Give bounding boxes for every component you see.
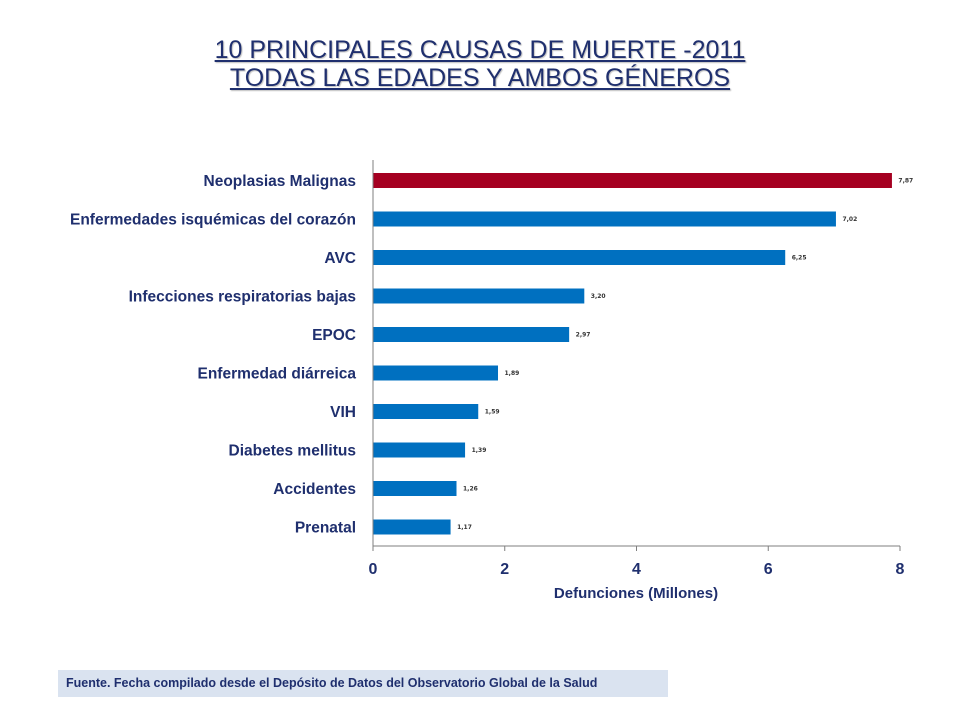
data-label-5: 1,89: [505, 370, 520, 377]
category-label-7: Diabetes mellitus: [229, 443, 357, 460]
data-label-0: 7,87: [898, 178, 913, 185]
category-label-1: Enfermedades isquémicas del corazón: [70, 212, 356, 229]
bar-2: [373, 250, 786, 265]
bar-9: [373, 519, 451, 535]
category-label-4: EPOC: [312, 327, 356, 344]
chart-title: 10 PRINCIPALES CAUSAS DE MUERTE -2011 TO…: [0, 36, 960, 92]
bar-4: [373, 327, 570, 342]
data-label-7: 1,39: [472, 447, 487, 454]
category-label-3: Infecciones respiratorias bajas: [129, 289, 356, 306]
category-label-9: Prenatal: [295, 520, 356, 537]
x-tick-label-3: 6: [764, 561, 773, 578]
bar-3: [373, 288, 585, 304]
category-label-5: Enfermedad diárreica: [197, 366, 356, 383]
x-tick-label-2: 4: [632, 561, 641, 578]
category-label-6: VIH: [330, 404, 356, 421]
data-label-4: 2,97: [576, 332, 591, 339]
bar-7: [373, 442, 466, 458]
data-label-1: 7,02: [842, 216, 857, 223]
bar-0: [373, 173, 892, 188]
source-note: Fuente. Fecha compilado desde el Depósit…: [58, 670, 668, 697]
bar-8: [373, 481, 457, 496]
data-label-2: 6,25: [792, 255, 807, 262]
x-axis-title: Defunciones (Millones): [554, 585, 718, 602]
x-tick-label-4: 8: [896, 561, 905, 578]
data-label-8: 1,26: [463, 486, 478, 493]
data-label-6: 1,59: [485, 409, 500, 416]
bar-6: [373, 404, 479, 419]
category-label-0: Neoplasias Malignas: [204, 173, 356, 190]
title-line-2: TODAS LAS EDADES Y AMBOS GÉNEROS: [229, 64, 731, 92]
x-tick-label-0: 0: [369, 561, 378, 578]
data-label-3: 3,20: [591, 293, 606, 300]
data-label-9: 1,17: [457, 524, 472, 531]
category-label-2: AVC: [324, 250, 356, 267]
title-line-1: 10 PRINCIPALES CAUSAS DE MUERTE -2011: [214, 36, 746, 64]
category-label-8: Accidentes: [273, 481, 356, 498]
x-tick-label-1: 2: [500, 561, 509, 578]
bar-1: [373, 211, 836, 227]
bar-5: [373, 365, 499, 381]
